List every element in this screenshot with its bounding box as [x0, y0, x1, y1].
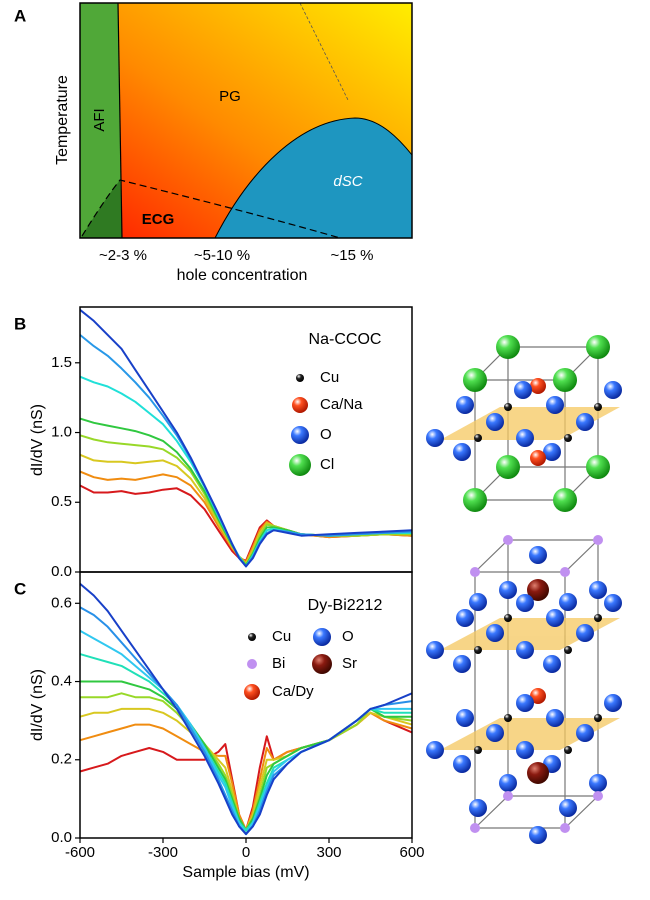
y-axis-label: dI/dV (nS): [29, 669, 46, 741]
legend-label: Bi: [272, 655, 285, 672]
x-axis-label: hole concentration: [177, 267, 308, 284]
spectrum-line: [79, 582, 413, 836]
legend-label: Cu: [272, 628, 291, 645]
x-tick-label: -300: [148, 844, 178, 861]
spectrum-line: [79, 470, 413, 564]
legend-atom: [313, 628, 331, 646]
spectrum-line: [80, 680, 412, 832]
panel-label: A: [14, 6, 26, 25]
y-tick-label: 0.0: [51, 829, 72, 846]
y-axis-label: Temperature: [54, 75, 71, 165]
afi-region: [80, 3, 122, 238]
legend-label: Ca/Na: [320, 396, 363, 413]
legend-label: Cl: [320, 456, 334, 473]
x-axis-label: Sample bias (mV): [182, 864, 309, 881]
frame: [79, 2, 413, 239]
legend-label: O: [342, 628, 354, 645]
region-label: PG: [219, 88, 241, 105]
legend-label: Sr: [342, 655, 357, 672]
atoms: [426, 335, 622, 512]
chart: 0.0 0.2 0.4 0.6 -600 -300 0 300 600 Sample bias (…: [14, 571, 425, 881]
cuo2-plane: [440, 407, 620, 440]
legend-atom: [312, 654, 332, 674]
y-tick-label: 0.2: [51, 751, 72, 768]
atoms: [426, 535, 622, 844]
y-axis-label: dI/dV (nS): [29, 404, 46, 476]
spectrum-line: [79, 629, 412, 836]
legend-atom: [247, 659, 257, 669]
spectrum-line: [79, 309, 413, 568]
legend-label: Ca/Dy: [272, 683, 314, 700]
legend-label: Cu: [320, 369, 339, 386]
ecg-boundary: [81, 179, 341, 239]
x-tick-label: ~15 %: [331, 247, 374, 264]
annotation: Dy-Bi2212: [308, 597, 383, 614]
y-tick-label: 0.4: [51, 672, 72, 689]
crossover-line: [299, 2, 349, 101]
legend-atom: [289, 454, 311, 476]
legend-atom: [291, 426, 309, 444]
y-tick-label: 0.0: [51, 563, 72, 580]
legend-atom: [248, 633, 256, 641]
region-label: AFI: [91, 108, 108, 131]
spectrum-line: [79, 453, 412, 565]
x-tick-label: ~2-3 %: [99, 247, 147, 264]
legend-atom: [296, 374, 304, 382]
legend-label: O: [320, 426, 332, 443]
panel-label: C: [14, 579, 26, 598]
dsc-dome: [214, 117, 413, 239]
panel-label: B: [14, 314, 26, 333]
legend-atom: [244, 684, 260, 700]
spectrum-line: [79, 653, 412, 832]
region-label: ECG: [142, 211, 175, 228]
x-tick-label: ~5-10 %: [194, 247, 250, 264]
y-tick-label: 1.5: [51, 354, 72, 371]
spectrum-line: [79, 484, 413, 562]
y-tick-label: 0.5: [51, 493, 72, 510]
afi-boundary: [117, 2, 123, 239]
chart: 0.0 0.5 1.0 1.5 dI/dV (nS) B Na-CCOC Cu Ca/Na O Cl: [14, 306, 413, 580]
spectrum-line: [79, 711, 413, 832]
spectrum-line: [79, 434, 412, 566]
spectrum-line: [80, 692, 413, 832]
x-tick-label: 0: [242, 844, 250, 861]
spectrum-line: [79, 711, 413, 832]
y-tick-label: 0.6: [51, 594, 72, 611]
x-tick-label: -600: [65, 844, 95, 861]
legend-atom: [292, 397, 308, 413]
x-tick-label: 600: [399, 844, 424, 861]
region-label: dSC: [333, 173, 362, 190]
phase-diagram: A Temperature AFI PG ECG dSC ~2-3 % ~5-1…: [14, 2, 413, 284]
x-tick-label: 300: [316, 844, 341, 861]
annotation: Na-CCOC: [309, 331, 382, 348]
y-tick-label: 1.0: [51, 423, 72, 440]
cuo2-plane: [440, 618, 620, 750]
